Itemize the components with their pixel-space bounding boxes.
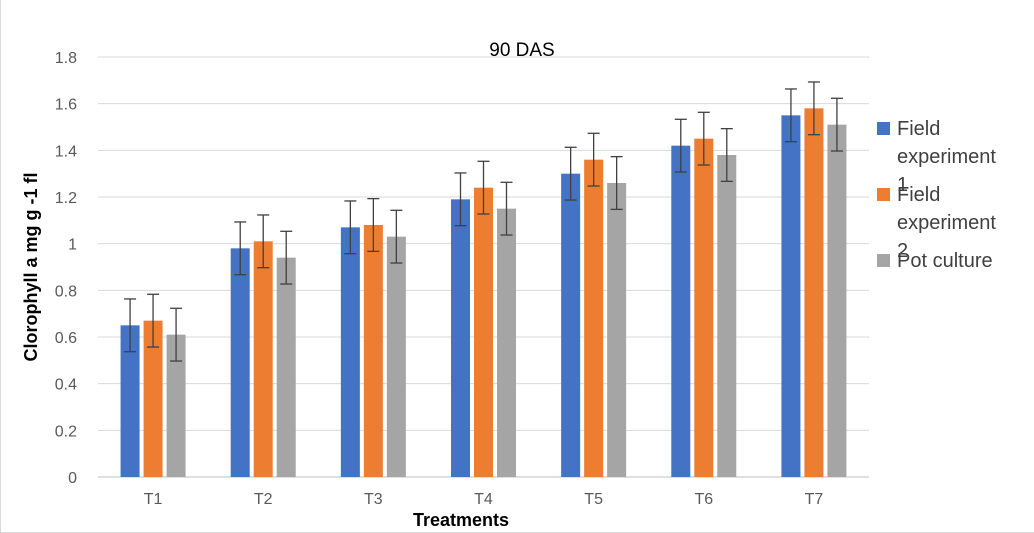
- y-tick-label: 0.4: [55, 377, 77, 394]
- bar: [276, 257, 296, 477]
- bar: [253, 241, 273, 477]
- bar: [451, 199, 470, 478]
- x-tick-label: T5: [584, 491, 603, 508]
- y-axis-title: Clorophyll a mg g -1 fl: [21, 172, 41, 361]
- y-tick-label: 1.8: [55, 50, 77, 67]
- y-tick-label: 0.6: [55, 330, 77, 347]
- y-tick-label: 1.6: [55, 97, 77, 114]
- bar: [561, 173, 581, 477]
- bar: [607, 183, 627, 477]
- bar: [717, 155, 737, 477]
- bars: [120, 108, 847, 478]
- bar: [143, 320, 163, 477]
- y-tick-label: 1.4: [55, 143, 77, 160]
- y-tick-label: 0: [68, 470, 77, 487]
- axis-ticks: 0 0.2 0.4 0.6 0.8 1 1.2 1.4 1.6 1.8 T1 T2 T3 T4 T5 T6 T7: [55, 50, 824, 508]
- y-tick-label: 0.2: [55, 423, 77, 440]
- x-tick-label: T2: [254, 491, 273, 508]
- x-tick-label: T4: [474, 491, 493, 508]
- bar: [120, 325, 140, 477]
- bar: [363, 225, 383, 477]
- bar: [781, 115, 801, 477]
- y-tick-label: 0.8: [55, 283, 77, 300]
- bar: [386, 236, 406, 477]
- bar: [497, 208, 516, 477]
- legend-label: experiment: [897, 146, 996, 168]
- bar: [230, 248, 250, 477]
- x-tick-label: T7: [805, 491, 824, 508]
- legend-label: 1: [897, 174, 908, 196]
- bar: [827, 124, 847, 478]
- legend-swatch: [877, 254, 890, 267]
- legend-label: Pot culture: [897, 250, 993, 272]
- chart-title: 90 DAS: [489, 40, 554, 61]
- y-tick-label: 1.2: [55, 190, 77, 207]
- x-axis-title: Treatments: [413, 510, 509, 530]
- legend-swatch: [877, 188, 890, 201]
- legend-label: Field: [897, 118, 940, 140]
- legend-label: experiment: [897, 212, 996, 234]
- y-tick-label: 1: [68, 237, 77, 254]
- bar: [340, 227, 360, 477]
- bar: [694, 138, 714, 477]
- x-tick-label: T3: [364, 491, 383, 508]
- bar: [474, 187, 493, 477]
- x-tick-label: T6: [694, 491, 713, 508]
- bar: [804, 108, 824, 477]
- error-bars: [124, 81, 843, 362]
- legend-label: Field: [897, 184, 940, 206]
- x-tick-label: T1: [144, 491, 163, 508]
- bar: [671, 145, 691, 477]
- legend-label: 2: [897, 240, 908, 262]
- bar: [584, 159, 604, 477]
- bar: [166, 334, 186, 477]
- legend-swatch: [877, 122, 890, 135]
